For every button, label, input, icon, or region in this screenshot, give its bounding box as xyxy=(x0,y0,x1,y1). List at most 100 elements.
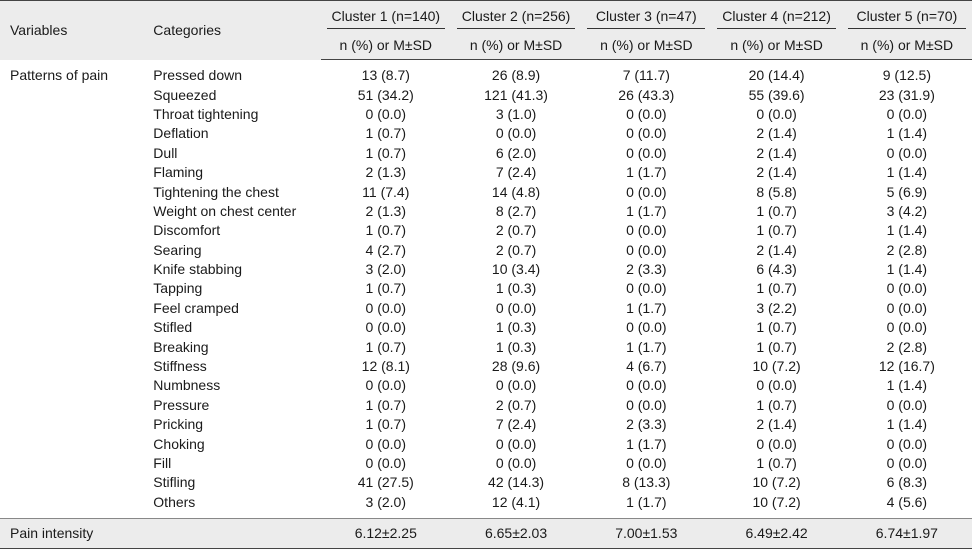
table-row: Weight on chest center 2 (1.3) 8 (2.7) 1 (1… xyxy=(0,202,972,221)
intensity-cluster-3: 7.00±1.53 xyxy=(581,517,712,549)
value-cell-cluster-3: 1 (1.7) xyxy=(626,435,667,452)
value-cell-cluster-4: 1 (0.7) xyxy=(756,338,797,355)
value-cell-cluster-5: 0 (0.0) xyxy=(886,299,928,316)
value-cell-cluster-2: 1 (0.3) xyxy=(495,280,537,297)
value-cell-cluster-2: 0 (0.0) xyxy=(495,125,537,142)
category-cell: Breaking xyxy=(153,338,209,355)
value-cell-cluster-1: 1 (0.7) xyxy=(365,222,407,239)
value-cell-cluster-2: 2 (0.7) xyxy=(495,222,537,239)
value-cell-cluster-1: 0 (0.0) xyxy=(365,299,407,316)
category-cell: Dull xyxy=(153,144,178,161)
intensity-category xyxy=(145,517,321,549)
value-cell-cluster-4: 55 (39.6) xyxy=(748,86,805,103)
table-row: Tapping 1 (0.7) 1 (0.3) 0 (0.0) 1 (0.7) 0 (0.… xyxy=(0,279,972,298)
value-cell-cluster-5: 5 (6.9) xyxy=(886,183,928,200)
value-cell-cluster-3: 1 (1.7) xyxy=(626,338,667,355)
value-cell-cluster-3: 0 (0.0) xyxy=(626,377,667,394)
value-cell-cluster-2: 0 (0.0) xyxy=(495,435,537,452)
variable-cell xyxy=(0,260,145,279)
category-cell: Discomfort xyxy=(153,222,221,239)
value-cell-cluster-4: 0 (0.0) xyxy=(756,105,797,122)
variable-cell xyxy=(0,202,145,221)
table-row: Discomfort 1 (0.7) 2 (0.7) 0 (0.0) 1 (0.7) 1 … xyxy=(0,221,972,240)
value-cell-cluster-1: 11 (7.4) xyxy=(362,183,410,200)
value-cell-cluster-4: 20 (14.4) xyxy=(748,67,805,84)
value-cell-cluster-4: 1 (0.7) xyxy=(756,455,797,471)
value-cell-cluster-3: 0 (0.0) xyxy=(626,144,667,161)
variable-cell: Patterns of pain xyxy=(10,66,109,83)
value-cell-cluster-1: 4 (2.7) xyxy=(365,241,407,258)
category-cell: Searing xyxy=(153,241,202,258)
variable-cell xyxy=(0,337,145,356)
intensity-cluster-5: 6.74±1.97 xyxy=(841,517,972,549)
variable-cell xyxy=(0,396,145,415)
value-cell-cluster-2: 3 (1.0) xyxy=(495,105,537,122)
value-cell-cluster-1: 0 (0.0) xyxy=(365,455,407,471)
table-row: Patterns of pain Pressed down 13 (8.7) 26 (… xyxy=(0,60,972,86)
header-cluster-4: Cluster 4 (n=212) xyxy=(711,0,842,31)
value-cell-cluster-3: 1 (1.7) xyxy=(626,299,667,316)
table-row: Pressure 1 (0.7) 2 (0.7) 0 (0.0) 1 (0.7) 0 (0… xyxy=(0,396,972,415)
variable-cell xyxy=(0,357,145,376)
table-row: Fill 0 (0.0) 0 (0.0) 0 (0.0) 1 (0.7) 0 (0.0) xyxy=(0,454,972,473)
value-cell-cluster-3: 0 (0.0) xyxy=(626,183,667,200)
table-row: Stifling 41 (27.5) 42 (14.3) 8 (13.3) 10 (7.… xyxy=(0,473,972,492)
value-cell-cluster-5: 9 (12.5) xyxy=(882,67,931,84)
variable-cell xyxy=(0,454,145,473)
intensity-cluster-4: 6.49±2.42 xyxy=(711,517,842,549)
value-cell-cluster-3: 0 (0.0) xyxy=(626,396,667,413)
value-cell-cluster-4: 2 (1.4) xyxy=(756,416,797,433)
variable-cell xyxy=(0,318,145,337)
value-cell-cluster-3: 0 (0.0) xyxy=(626,105,667,122)
category-cell: Squeezed xyxy=(153,86,217,103)
value-cell-cluster-1: 41 (27.5) xyxy=(357,474,414,491)
value-cell-cluster-4: 10 (7.2) xyxy=(752,358,801,375)
value-cell-cluster-1: 1 (0.7) xyxy=(365,144,407,161)
value-cell-cluster-3: 0 (0.0) xyxy=(626,455,667,471)
variable-cell xyxy=(0,493,145,519)
value-cell-cluster-4: 10 (7.2) xyxy=(752,493,801,510)
variable-cell xyxy=(0,105,145,124)
patterns-body: Patterns of pain Pressed down 13 (8.7) 26 (… xyxy=(0,60,972,519)
value-cell-cluster-1: 3 (2.0) xyxy=(365,261,407,278)
table-row: Flaming 2 (1.3) 7 (2.4) 1 (1.7) 2 (1.4) 1 (1.… xyxy=(0,163,972,182)
value-cell-cluster-4: 1 (0.7) xyxy=(756,319,797,336)
variable-cell xyxy=(0,182,145,201)
subheader-cluster-5: n (%) or M±SD xyxy=(841,31,972,60)
header-cluster-2: Cluster 2 (n=256) xyxy=(450,0,582,31)
value-cell-cluster-5: 23 (31.9) xyxy=(878,86,935,103)
value-cell-cluster-2: 6 (2.0) xyxy=(495,144,537,161)
table-row: Knife stabbing 3 (2.0) 10 (3.4) 2 (3.3) 6 (4… xyxy=(0,260,972,279)
value-cell-cluster-4: 1 (0.7) xyxy=(756,396,797,413)
table-row: Feel cramped 0 (0.0) 0 (0.0) 1 (1.7) 3 (2.2)… xyxy=(0,299,972,318)
value-cell-cluster-5: 1 (1.4) xyxy=(886,125,928,142)
variable-cell xyxy=(0,279,145,298)
variable-cell xyxy=(0,376,145,395)
table-row: Stifled 0 (0.0) 1 (0.3) 0 (0.0) 1 (0.7) 0 (0.… xyxy=(0,318,972,337)
value-cell-cluster-2: 8 (2.7) xyxy=(495,202,537,219)
category-cell: Others xyxy=(153,493,196,510)
value-cell-cluster-2: 0 (0.0) xyxy=(495,455,537,471)
table-row: Choking 0 (0.0) 0 (0.0) 1 (1.7) 0 (0.0) 0 (0.… xyxy=(0,434,972,453)
table-row: Tightening the chest 11 (7.4) 14 (4.8) 0 (0… xyxy=(0,182,972,201)
value-cell-cluster-5: 6 (8.3) xyxy=(886,474,928,491)
value-cell-cluster-3: 1 (1.7) xyxy=(626,202,667,219)
category-cell: Throat tightening xyxy=(153,105,259,122)
header-cluster-5: Cluster 5 (n=70) xyxy=(841,0,972,31)
category-cell: Fill xyxy=(153,455,172,471)
value-cell-cluster-3: 1 (1.7) xyxy=(626,493,667,510)
value-cell-cluster-2: 10 (3.4) xyxy=(491,261,541,278)
value-cell-cluster-2: 1 (0.3) xyxy=(495,319,537,336)
value-cell-cluster-3: 0 (0.0) xyxy=(626,280,667,297)
value-cell-cluster-5: 3 (4.2) xyxy=(886,202,928,219)
value-cell-cluster-2: 7 (2.4) xyxy=(495,164,537,181)
value-cell-cluster-5: 0 (0.0) xyxy=(886,105,928,122)
variable-cell xyxy=(0,221,145,240)
value-cell-cluster-5: 0 (0.0) xyxy=(886,280,928,297)
value-cell-cluster-4: 3 (2.2) xyxy=(756,299,797,316)
category-cell: Knife stabbing xyxy=(153,261,243,278)
category-cell: Weight on chest center xyxy=(153,202,297,219)
value-cell-cluster-4: 2 (1.4) xyxy=(756,164,797,181)
value-cell-cluster-2: 2 (0.7) xyxy=(495,396,537,413)
intensity-cluster-1: 6.12±2.25 xyxy=(320,517,451,549)
